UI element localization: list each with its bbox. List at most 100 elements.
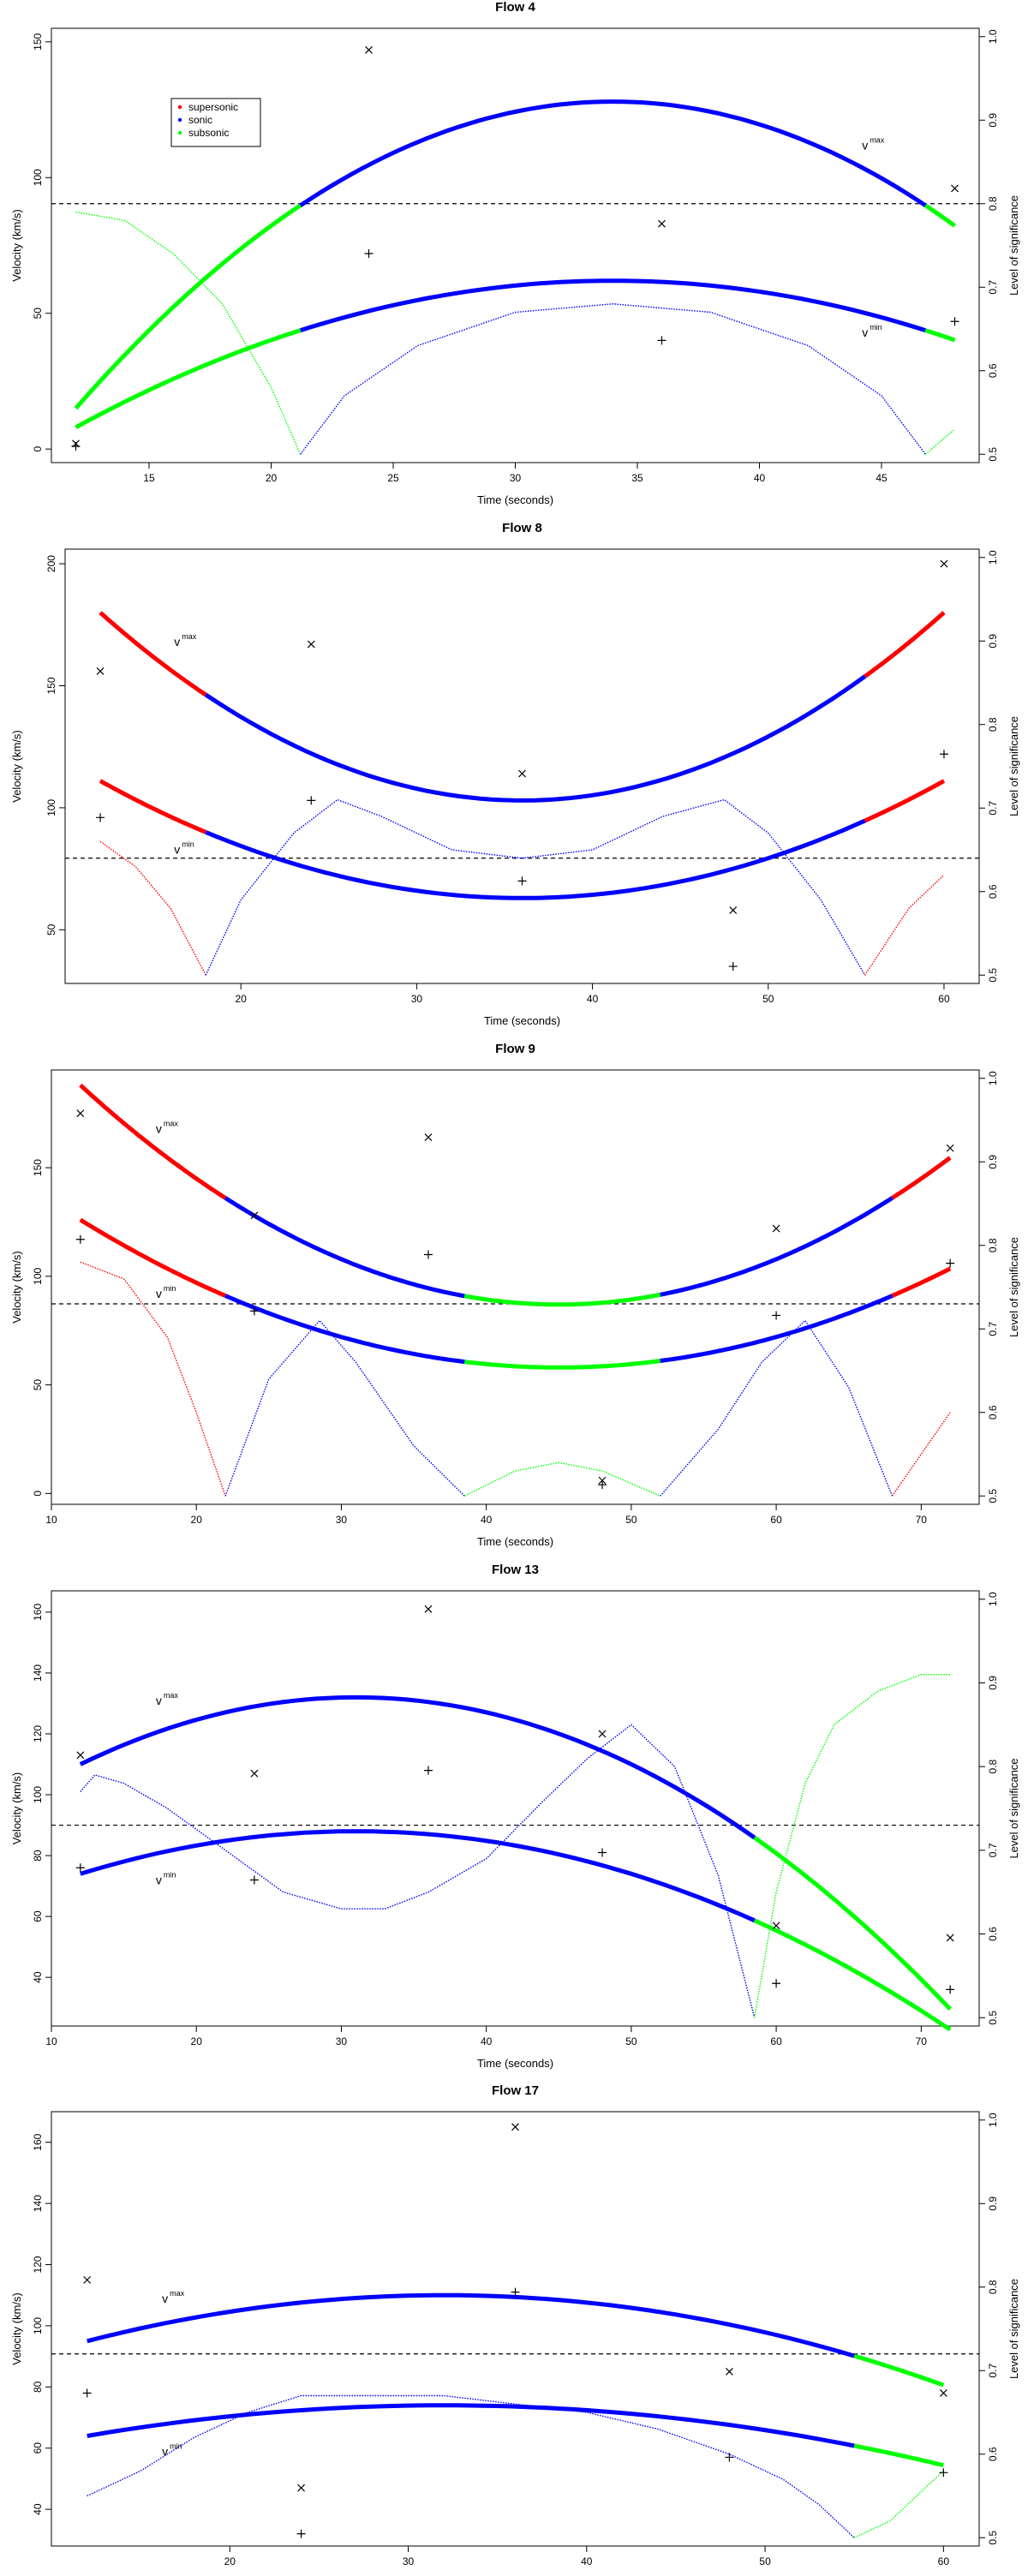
velocity-upper-curve-supersonic	[864, 611, 946, 678]
observation-plus-marker	[82, 2388, 92, 2398]
observation-x-marker	[424, 1133, 433, 1142]
y-tick-label: 100	[45, 799, 57, 816]
observation-plus-marker	[75, 1234, 85, 1244]
velocity-upper-curve-sonic	[224, 1196, 465, 1299]
y-axis-title: Velocity (km/s)	[10, 209, 23, 282]
velocity-upper-curve-sonic	[79, 1694, 756, 1840]
chart-title: Flow 4	[495, 0, 535, 15]
x-tick-label: 30	[336, 2035, 348, 2047]
observation-x-marker	[250, 1211, 259, 1220]
y2-tick-label: 0.9	[987, 634, 999, 648]
y2-tick-label: 0.7	[987, 2364, 999, 2378]
y-tick-label: 40	[32, 2503, 44, 2515]
y2-tick-label: 0.8	[987, 2280, 999, 2294]
observation-x-marker	[658, 219, 666, 228]
x-tick-label: 50	[759, 2555, 771, 2567]
y2-tick-label: 0.6	[987, 363, 999, 378]
plot-frame	[51, 27, 980, 463]
legend-box	[170, 98, 261, 147]
significance-curve-sonic	[300, 302, 926, 455]
legend-label-sonic: sonic	[188, 114, 212, 126]
x-axis-title: Time (seconds)	[484, 1014, 560, 1027]
observation-x-marker	[772, 1922, 780, 1930]
y2-tick-label: 0.6	[987, 884, 999, 899]
x-axis-title: Time (seconds)	[477, 2057, 553, 2070]
observation-x-marker	[365, 45, 373, 54]
observation-plus-marker	[728, 962, 738, 971]
y2-tick-label: 0.8	[987, 1238, 999, 1252]
observation-x-marker	[76, 1751, 85, 1760]
x-tick-label: 35	[631, 472, 643, 484]
y-axis-title: Velocity (km/s)	[10, 730, 23, 803]
v-marker-letter: v	[162, 2292, 168, 2305]
velocity-lower-curve-sonic	[224, 1294, 465, 1365]
observation-plus-marker	[950, 317, 959, 326]
v-marker-superscript: max	[164, 1119, 179, 1127]
x-tick-label: 60	[938, 2555, 950, 2567]
velocity-lower-curve-supersonic	[79, 1217, 227, 1298]
y2-axis-title: Level of significance	[1007, 1237, 1020, 1337]
y2-tick-label: 0.6	[987, 1927, 999, 1941]
x-tick-label: 20	[191, 1514, 203, 1526]
y2-tick-label: 0.7	[987, 1843, 999, 1857]
velocity-lower-curve-sonic	[87, 2403, 855, 2448]
v-marker-letter: v	[162, 2444, 168, 2458]
y-tick-label: 150	[45, 677, 57, 694]
observation-x-marker	[729, 906, 738, 914]
observation-plus-marker	[598, 1480, 607, 1490]
velocity-lower-curve-supersonic	[891, 1266, 952, 1298]
y-axis-title: Velocity (km/s)	[10, 1251, 23, 1324]
velocity-upper-curve-subsonic	[853, 2353, 945, 2388]
v-marker-letter: v	[862, 326, 868, 339]
velocity-lower-curve-sonic	[205, 818, 866, 900]
v-marker-letter: v	[174, 635, 180, 648]
observation-x-marker	[297, 2483, 306, 2492]
x-tick-label: 30	[510, 472, 522, 484]
observation-plus-marker	[946, 1258, 955, 1268]
chart-title: Flow 9	[495, 1042, 535, 1056]
v-marker-superscript: min	[170, 2442, 182, 2450]
velocity-upper-curve-subsonic	[463, 1292, 661, 1307]
y-tick-label: 120	[32, 1725, 44, 1742]
significance-curve-supersonic	[891, 1412, 951, 1497]
y-tick-label: 50	[32, 308, 44, 320]
observation-plus-marker	[249, 1306, 259, 1316]
v-marker-superscript: max	[170, 2289, 185, 2298]
y2-tick-label: 0.5	[987, 447, 999, 462]
velocity-lower-curve-sonic	[660, 1294, 894, 1363]
y2-tick-label: 0.5	[987, 2011, 999, 2025]
x-tick-label: 30	[403, 2555, 415, 2567]
x-tick-label: 60	[938, 993, 950, 1005]
y2-tick-label: 1.0	[987, 1592, 999, 1606]
observation-plus-marker	[511, 2287, 520, 2297]
y-tick-label: 100	[32, 169, 44, 186]
observation-x-marker	[511, 2123, 519, 2131]
v-marker-superscript: max	[164, 1691, 179, 1700]
chart-title: Flow 17	[492, 2083, 539, 2098]
x-tick-label: 50	[625, 1514, 637, 1526]
significance-curve-supersonic	[99, 840, 206, 976]
y-tick-label: 160	[32, 1604, 44, 1621]
observation-x-marker	[940, 559, 948, 568]
y-tick-label: 200	[45, 555, 57, 572]
observation-x-marker	[83, 2275, 92, 2284]
velocity-lower-curve-sonic	[299, 278, 927, 332]
y2-axis-title: Level of significance	[1007, 1758, 1020, 1858]
observation-plus-marker	[71, 441, 81, 451]
observation-plus-marker	[725, 2453, 734, 2462]
v-marker-letter: v	[156, 1287, 162, 1300]
significance-curve-sonic	[87, 2394, 855, 2538]
x-tick-label: 15	[143, 472, 155, 484]
observation-x-marker	[946, 1144, 954, 1152]
y2-tick-label: 1.0	[987, 1071, 999, 1085]
x-tick-label: 50	[625, 2035, 637, 2047]
x-tick-label: 45	[876, 472, 888, 484]
x-tick-label: 40	[581, 2555, 593, 2567]
observation-plus-marker	[939, 750, 948, 759]
y2-tick-label: 1.0	[987, 2113, 999, 2127]
legend-label-supersonic: supersonic	[188, 101, 238, 113]
y-tick-label: 80	[32, 2381, 44, 2393]
x-tick-label: 20	[224, 2555, 236, 2567]
y2-tick-label: 0.9	[987, 113, 999, 128]
